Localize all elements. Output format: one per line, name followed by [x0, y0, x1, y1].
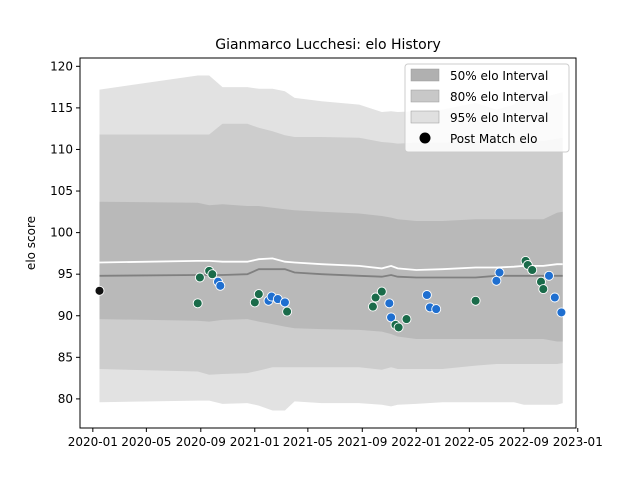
- mean-line: [99, 257, 563, 271]
- legend-label-80: 80% elo Interval: [450, 90, 548, 104]
- plot-area: [94, 75, 567, 411]
- post-match-point: [207, 269, 218, 280]
- post-match-point: [421, 290, 432, 300]
- post-match-point: [94, 285, 105, 296]
- x-axis: 2020-01 2020-05 2020-09 2021-01 2021-05 2021-…: [68, 428, 603, 449]
- x-tick-label: 2020-09: [176, 435, 226, 449]
- post-match-point: [253, 289, 264, 300]
- legend-label-post-match: Post Match elo: [450, 132, 537, 146]
- post-match-point: [215, 280, 226, 291]
- x-tick-label: 2022-05: [444, 435, 494, 449]
- y-tick-label: 115: [50, 101, 73, 115]
- x-tick-label: 2023-01: [553, 435, 603, 449]
- x-tick-label: 2021-09: [337, 435, 387, 449]
- post-match-point: [491, 275, 502, 286]
- post-match-point: [282, 306, 293, 317]
- post-match-point: [192, 298, 203, 309]
- post-match-point: [249, 297, 260, 308]
- y-tick-label: 90: [58, 309, 73, 323]
- median-line: [99, 268, 563, 279]
- post-match-point: [549, 292, 560, 303]
- y-tick-label: 105: [50, 184, 73, 198]
- y-tick-label: 80: [58, 392, 73, 406]
- legend-label-50: 50% elo Interval: [450, 69, 548, 83]
- x-tick-label: 2022-01: [391, 435, 441, 449]
- x-tick-label: 2022-09: [499, 435, 549, 449]
- x-tick-label: 2020-01: [68, 435, 118, 449]
- post-match-point: [556, 307, 567, 318]
- y-tick-label: 100: [50, 226, 73, 240]
- y-tick-label: 120: [50, 59, 73, 73]
- y-tick-label: 95: [58, 267, 73, 281]
- post-match-point: [376, 286, 387, 297]
- post-match-point: [279, 297, 290, 308]
- post-match-point: [538, 284, 549, 295]
- legend-label-95: 95% elo Interval: [450, 111, 548, 125]
- post-match-point: [370, 292, 381, 303]
- band-50-interval: [99, 201, 563, 342]
- x-tick-label: 2021-01: [230, 435, 280, 449]
- post-match-point: [386, 312, 397, 323]
- chart-title: Gianmarco Lucchesi: elo History: [215, 37, 441, 53]
- x-tick-label: 2020-05: [121, 435, 171, 449]
- legend: 50% elo Interval 80% elo Interval 95% el…: [404, 63, 570, 153]
- axes-frame: [79, 57, 577, 429]
- post-match-point: [401, 314, 412, 325]
- legend-swatch-80: [410, 89, 440, 103]
- post-match-point: [384, 298, 395, 309]
- legend-frame: [404, 63, 570, 153]
- post-match-point: [527, 265, 538, 275]
- legend-marker-post-match: [419, 132, 431, 144]
- post-match-point: [194, 272, 205, 283]
- post-match-point: [431, 304, 442, 315]
- legend-swatch-50: [410, 68, 440, 82]
- post-match-point: [367, 301, 378, 312]
- y-axis: 80 85 90 95 100 105 110 115 120: [50, 59, 80, 406]
- post-match-point: [544, 270, 554, 281]
- y-tick-label: 85: [58, 350, 73, 364]
- y-axis-label: elo score: [24, 216, 38, 270]
- post-match-point: [494, 267, 505, 278]
- x-tick-label: 2021-05: [283, 435, 333, 449]
- post-match-point: [393, 322, 404, 333]
- legend-swatch-95: [410, 110, 440, 124]
- post-match-point: [470, 295, 481, 306]
- y-tick-label: 110: [50, 142, 73, 156]
